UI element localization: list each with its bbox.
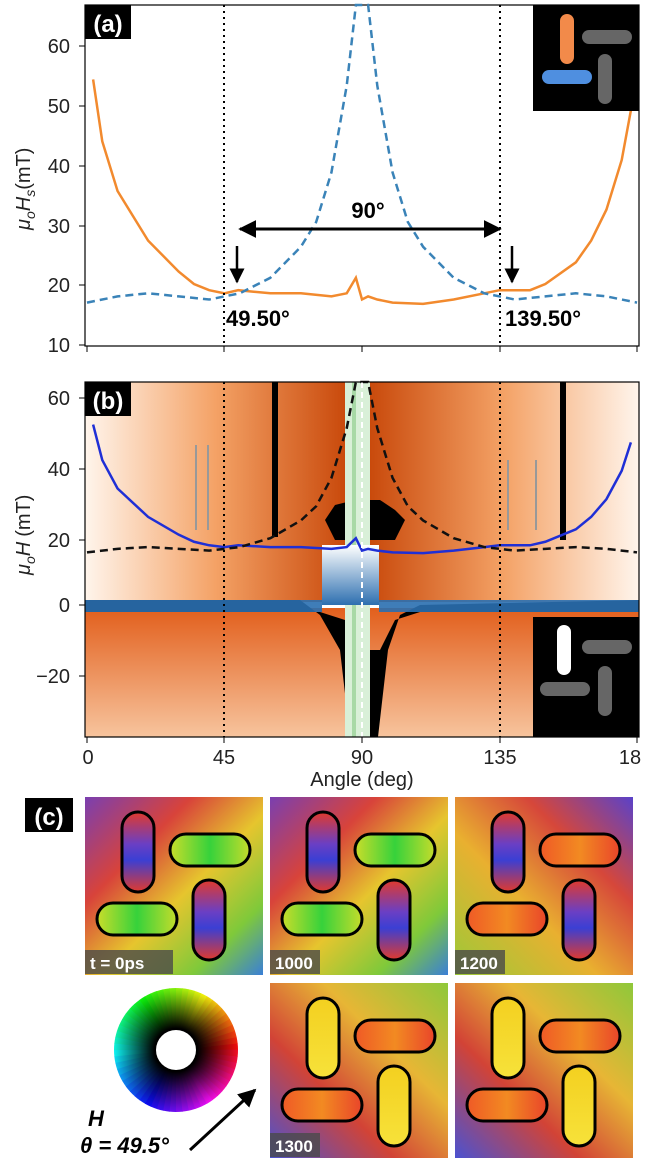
panel-b-inset: [533, 617, 639, 737]
xtick: 45: [213, 747, 235, 769]
svg-text:μoH(mT): μoH(mT): [13, 495, 38, 576]
frame-label: 1000: [275, 954, 313, 973]
panel-c: (c) t = 0ps 1000: [25, 797, 633, 1158]
snapshot-frame: 1200: [455, 797, 633, 975]
panel-a-ylabel: μoHs(mT): [13, 148, 38, 231]
span-label: 90°: [351, 198, 384, 223]
color-wheel: [114, 988, 238, 1112]
ytick-b: 60: [48, 388, 70, 410]
panel-b-tag: (b): [93, 388, 124, 415]
panel-c-tag-bg: [25, 798, 73, 832]
snapshot-frame: [455, 983, 633, 1158]
snapshot-frame: t = 0ps: [85, 797, 263, 975]
panel-a-inset: [533, 5, 639, 111]
ytick-a: 50: [48, 96, 70, 118]
ytick-a: 30: [48, 216, 70, 238]
field-label: H: [88, 1106, 105, 1131]
ytick-a: 10: [48, 335, 70, 357]
panel-b-tag-bg: [85, 382, 131, 416]
panel-b-ylabel: μoH(mT): [13, 495, 38, 576]
label-left-angle: 49.50°: [226, 306, 290, 331]
xtick: 18: [619, 747, 641, 769]
field-arrow: [188, 1088, 257, 1152]
xtick: 90: [351, 747, 373, 769]
frame-label: t = 0ps: [90, 954, 144, 973]
heat-upper-left: [85, 382, 345, 602]
series-blue-dashed-line: [86, 3, 638, 304]
panel-a-yticks: 10 20 30 40 50 60: [48, 36, 70, 357]
ytick-b: 40: [48, 459, 70, 481]
snapshot-frame: 1300: [270, 983, 448, 1158]
heat-blue-region: [322, 545, 379, 605]
svg-text:μoHs(mT): μoHs(mT): [13, 148, 38, 231]
frame-label: 1300: [275, 1137, 313, 1156]
series-orange-line: [91, 79, 633, 306]
ytick-b: 0: [59, 595, 70, 617]
panel-b-xticks: 0 45 90 135 18: [82, 747, 641, 769]
field-angle: θ = 49.5°: [80, 1133, 169, 1158]
xtick: 135: [483, 747, 516, 769]
frame-label: 1200: [460, 954, 498, 973]
panel-c-tag: (c): [34, 804, 63, 831]
ytick-a: 60: [48, 36, 70, 58]
panel-b-yticks: 60 40 20 0 −20: [36, 388, 70, 688]
label-right-angle: 139.50°: [505, 306, 581, 331]
panel-a: 10 20 30 40 50 60 μoHs(mT) (a): [13, 3, 640, 357]
panel-a-lines: [86, 3, 638, 306]
x-axis-label: Angle (deg): [310, 769, 413, 791]
panel-b: 60 40 20 0 −20 0 45 90 135 18 Angle (deg…: [13, 380, 641, 791]
ytick-a: 20: [48, 275, 70, 297]
xtick: 0: [82, 747, 93, 769]
ytick-b: 20: [48, 530, 70, 552]
snapshot-frame: 1000: [270, 797, 448, 975]
panel-a-tag-bg: [85, 5, 131, 39]
panel-a-tag: (a): [93, 11, 122, 38]
heat-lower-left: [85, 608, 355, 737]
heat-upper-right: [370, 382, 639, 602]
wheel-center: [156, 1030, 196, 1070]
ytick-a: 40: [48, 156, 70, 178]
series-blue-line: [91, 424, 633, 555]
ytick-b: −20: [36, 666, 70, 688]
